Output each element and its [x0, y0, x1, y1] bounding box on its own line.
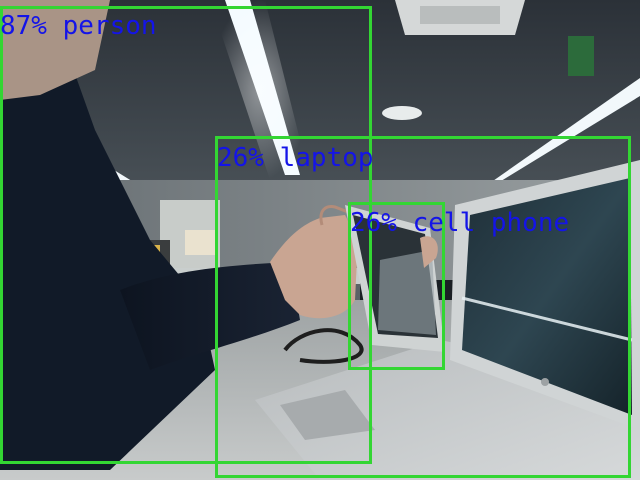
cell-phone-detection-label: 26% cell phone	[350, 208, 570, 238]
laptop-detection-label: 26% laptop	[217, 143, 374, 173]
person-detection-label: 87% person	[0, 11, 157, 41]
